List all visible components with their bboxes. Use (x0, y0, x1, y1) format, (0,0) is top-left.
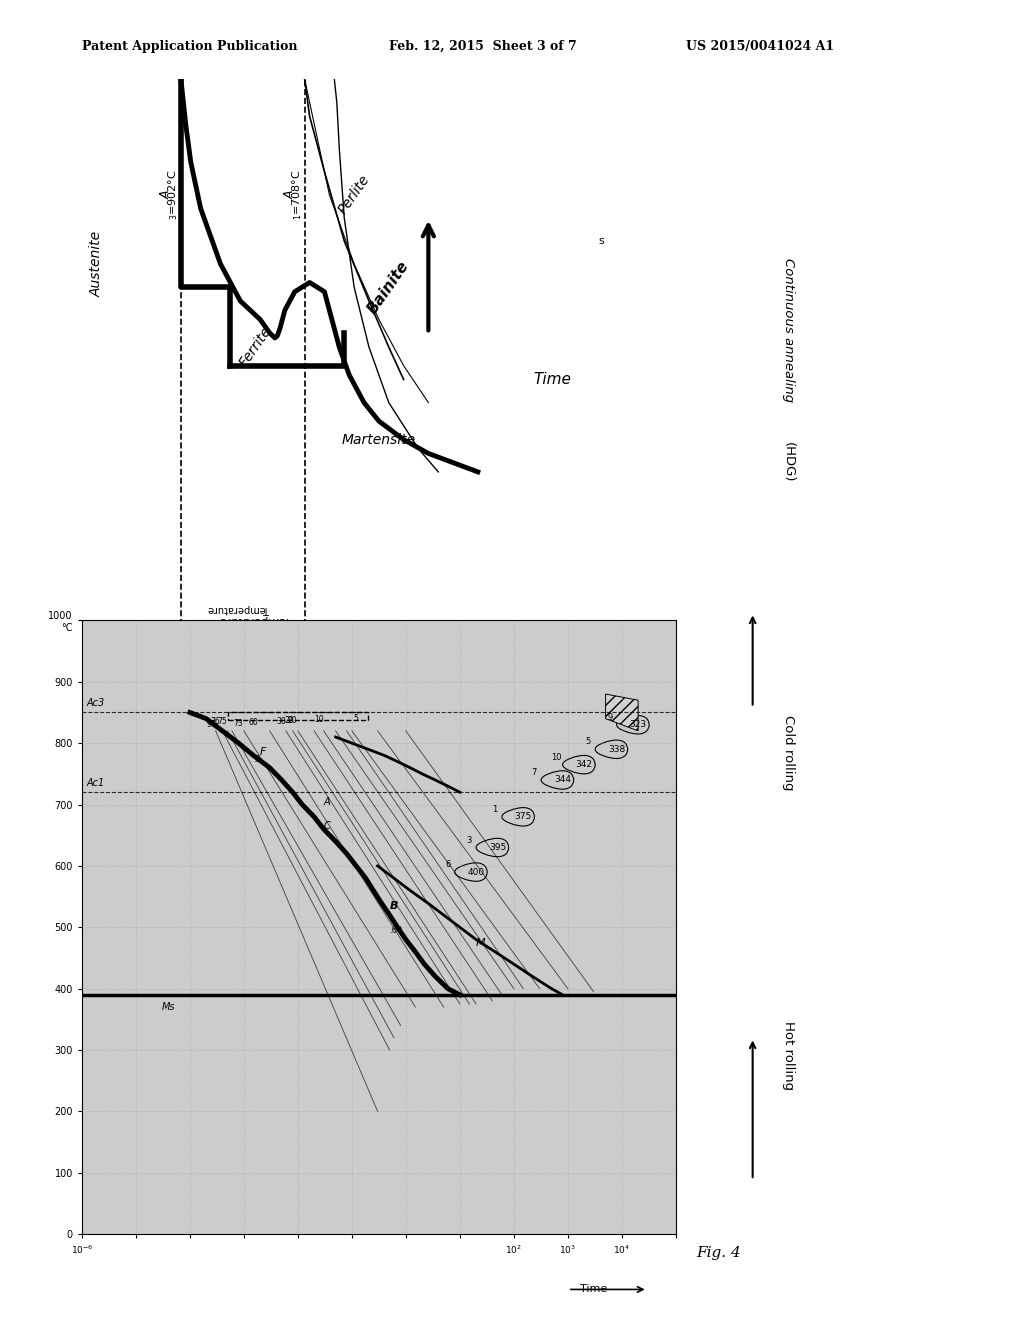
Text: US 2015/0041024 A1: US 2015/0041024 A1 (686, 40, 835, 53)
Text: Austenite: Austenite (90, 231, 103, 297)
Text: 7: 7 (531, 768, 537, 777)
Text: Patent Application Publication: Patent Application Publication (82, 40, 297, 53)
Text: Martensite: Martensite (342, 433, 416, 446)
Text: 400: 400 (468, 867, 484, 876)
Text: A: A (324, 796, 331, 807)
Text: 5: 5 (353, 714, 358, 723)
Text: Ac1: Ac1 (86, 777, 104, 788)
Text: Cold rolling: Cold rolling (782, 714, 795, 791)
Text: 342: 342 (575, 760, 593, 770)
Text: Ms: Ms (162, 1002, 175, 1012)
Text: s: s (599, 236, 604, 246)
Text: 3: 3 (467, 836, 472, 845)
Text: 1: 1 (493, 805, 498, 814)
Text: 30: 30 (276, 717, 287, 726)
Text: Ac3: Ac3 (86, 698, 104, 709)
Text: 375: 375 (515, 812, 532, 821)
Text: 5: 5 (586, 738, 591, 746)
Text: M: M (476, 937, 485, 948)
Text: Temperature: Temperature (220, 615, 291, 624)
Text: Perlite: Perlite (336, 173, 373, 216)
Text: A: A (160, 190, 173, 199)
Text: Feb. 12, 2015  Sheet 3 of 7: Feb. 12, 2015 Sheet 3 of 7 (389, 40, 577, 53)
Polygon shape (605, 694, 638, 731)
Text: A: A (284, 190, 296, 199)
Text: Continuous annealing: Continuous annealing (782, 257, 795, 403)
Text: Time: Time (534, 372, 571, 387)
Text: Hot rolling: Hot rolling (782, 1022, 795, 1090)
Text: 344: 344 (554, 775, 571, 784)
Text: 10: 10 (314, 715, 325, 725)
Text: $_3$=902°C: $_3$=902°C (167, 169, 180, 220)
Text: 75: 75 (217, 717, 227, 726)
Text: C: C (324, 821, 331, 832)
Text: 76: 76 (211, 717, 220, 726)
Text: .60: .60 (389, 927, 402, 936)
Text: 338: 338 (608, 744, 626, 754)
Text: Fig. 4: Fig. 4 (696, 1246, 741, 1259)
Text: Temperature: Temperature (208, 605, 269, 614)
Text: 9: 9 (607, 713, 612, 722)
Text: 10: 10 (551, 752, 561, 762)
Text: $_1$=708°C: $_1$=708°C (291, 169, 304, 220)
Text: Ferrite: Ferrite (237, 325, 274, 370)
Text: 97: 97 (207, 721, 216, 729)
Text: .5: .5 (253, 755, 261, 763)
Text: B: B (389, 900, 398, 911)
Text: Time: Time (580, 1284, 607, 1295)
Text: 20: 20 (288, 715, 297, 725)
Text: 395: 395 (489, 843, 506, 851)
Text: 60: 60 (249, 718, 258, 727)
Text: (HDG): (HDG) (782, 442, 795, 482)
Text: 6: 6 (445, 861, 451, 869)
Text: Bainite: Bainite (366, 257, 413, 317)
Text: 20: 20 (285, 715, 294, 725)
Text: 323: 323 (630, 721, 647, 729)
Text: F: F (260, 747, 266, 758)
Text: 73: 73 (233, 719, 244, 729)
